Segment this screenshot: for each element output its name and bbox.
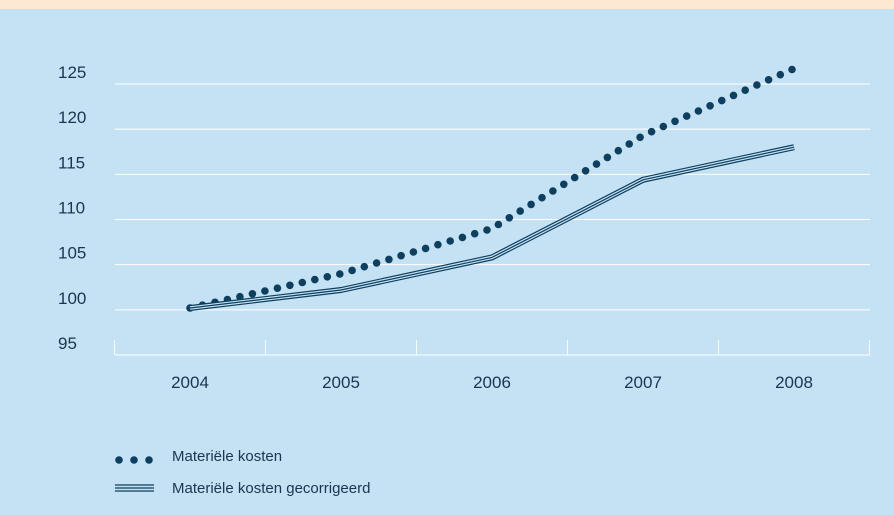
series-dot (682, 112, 691, 120)
top-band (0, 0, 894, 9)
series-dot (636, 133, 644, 142)
series-dot (753, 81, 761, 89)
x-tick-label: 2007 (624, 373, 662, 392)
series-dot (248, 290, 257, 298)
series-dot (470, 229, 479, 238)
series-dot (527, 200, 535, 209)
y-tick-label: 125 (58, 63, 86, 82)
series-dot (261, 287, 269, 295)
series-dot (603, 153, 612, 162)
series-line-inner (189, 146, 795, 309)
series-dot (372, 259, 381, 267)
y-tick-label: 110 (58, 199, 85, 218)
series-dot (788, 65, 796, 74)
series-dot (706, 102, 714, 110)
legend: Materiële kosten Materiële kosten gecorri… (115, 448, 370, 497)
series-dot (592, 160, 601, 168)
y-tick-label: 120 (58, 108, 86, 127)
series-materiele-kosten (186, 65, 796, 312)
series-dot (494, 220, 503, 229)
series-dot (434, 240, 442, 249)
series-dot (286, 281, 294, 290)
series-dot (505, 214, 514, 222)
series-dot (718, 96, 726, 105)
series-line-outer (189, 144, 795, 311)
series-line-gap (189, 145, 795, 310)
y-tick-label: 95 (58, 334, 77, 353)
series-dot (614, 146, 623, 155)
series-dot (336, 270, 344, 278)
series-dot (421, 244, 430, 253)
series-dot (729, 91, 738, 100)
x-tick-label: 2005 (322, 373, 360, 392)
series-dot (538, 193, 546, 202)
legend-label-materiele-kosten: Materiële kosten (172, 448, 282, 465)
series-dot (516, 207, 524, 215)
x-tick-label: 2006 (473, 373, 511, 392)
legend-label-materiele-kosten-gecorrigeerd: Materiële kosten gecorrigeerd (172, 480, 370, 497)
series-dot (385, 255, 393, 264)
series-dot (446, 237, 455, 245)
series-dot (694, 107, 703, 115)
y-tick-label: 105 (58, 244, 86, 263)
series-dot (409, 248, 418, 256)
series-dot (323, 273, 332, 281)
y-tick-label: 100 (58, 289, 86, 308)
x-tick-label: 2008 (775, 373, 813, 392)
series-dot (581, 167, 590, 175)
series-dot (625, 140, 633, 148)
series-dot (483, 226, 491, 234)
series-dot (397, 251, 405, 260)
y-tick-label: 115 (58, 153, 85, 172)
series-dot (560, 180, 568, 189)
legend-marker-dotted (115, 456, 153, 464)
series-dot (764, 76, 773, 84)
series-dot (236, 292, 244, 301)
series-dot (776, 70, 785, 79)
series-dot (348, 266, 356, 275)
series-dot (549, 187, 557, 195)
series-dot (298, 278, 307, 287)
series-dot (360, 262, 369, 271)
x-tick-label: 2004 (171, 373, 209, 392)
legend-marker-triple-line (115, 484, 154, 492)
series-dot (570, 173, 579, 182)
series-dot (311, 275, 319, 284)
series-dot (671, 117, 679, 126)
series-dot (273, 284, 282, 293)
series-dot (741, 86, 749, 94)
series-dot (647, 127, 656, 136)
series-dot (659, 122, 668, 131)
series-dot (458, 233, 467, 242)
series-materiele-kosten-gecorrigeerd (189, 144, 795, 311)
